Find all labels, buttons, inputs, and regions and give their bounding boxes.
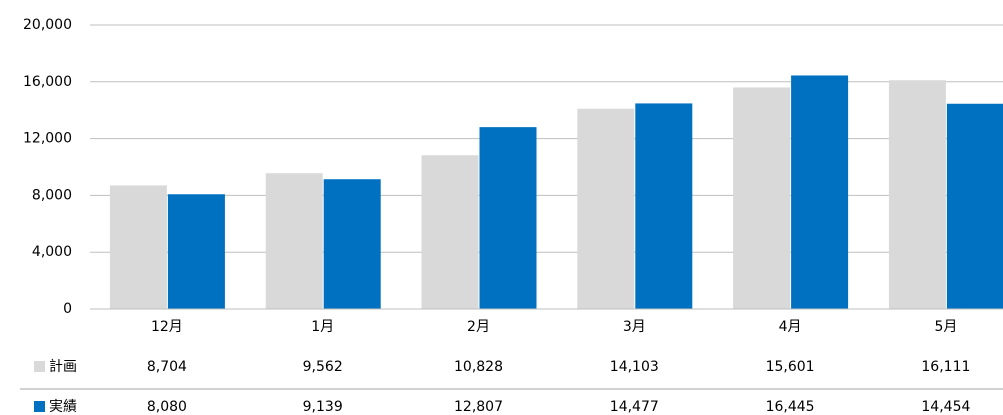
table-value: 15,601 <box>766 359 815 375</box>
x-tick-label: 1月 <box>311 319 334 335</box>
table-value: 14,454 <box>921 399 970 415</box>
table-value: 14,477 <box>610 399 659 415</box>
bar <box>888 80 946 309</box>
y-tick-label: 20,000 <box>23 17 72 33</box>
bar <box>733 87 791 310</box>
y-tick-label: 12,000 <box>23 131 72 147</box>
y-tick-label: 16,000 <box>23 74 72 90</box>
legend-label: 実績 <box>49 399 77 415</box>
table-value: 12,807 <box>454 399 503 415</box>
bar <box>167 194 225 309</box>
bar <box>421 155 479 309</box>
table-value: 16,445 <box>766 399 815 415</box>
x-tick-label: 4月 <box>779 319 802 335</box>
bar <box>323 179 381 309</box>
x-tick-label: 12月 <box>151 319 183 335</box>
x-tick-label: 5月 <box>934 319 957 335</box>
table-value: 10,828 <box>454 359 503 375</box>
y-tick-label: 8,000 <box>32 187 72 203</box>
legend-swatch <box>34 401 45 412</box>
table-value: 8,080 <box>147 399 187 415</box>
legend-label: 計画 <box>49 359 77 375</box>
table-value: 8,704 <box>147 359 187 375</box>
table-value: 9,562 <box>303 359 343 375</box>
x-tick-label: 2月 <box>467 319 490 335</box>
x-tick-label: 3月 <box>623 319 646 335</box>
bar <box>635 103 693 309</box>
bar <box>109 185 167 309</box>
bar <box>265 173 323 309</box>
bar <box>577 108 635 309</box>
legend-swatch <box>34 361 45 372</box>
y-tick-label: 0 <box>63 301 72 317</box>
y-tick-label: 4,000 <box>32 244 72 260</box>
bar <box>791 75 849 309</box>
table-value: 16,111 <box>921 359 970 375</box>
bar <box>946 103 1003 309</box>
table-value: 9,139 <box>303 399 343 415</box>
table-value: 14,103 <box>610 359 659 375</box>
bar <box>479 127 537 310</box>
